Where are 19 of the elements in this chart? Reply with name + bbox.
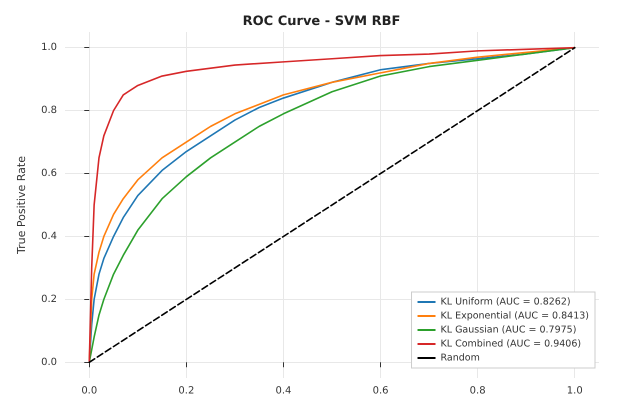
y-axis-title: True Positive Rate — [15, 156, 28, 255]
y-tick-label: 0.6 — [41, 168, 57, 180]
legend-label: Random — [440, 352, 480, 364]
x-tick-label: 0.0 — [81, 386, 98, 396]
y-tick-label: 0.8 — [41, 105, 57, 116]
y-tick-label: 0.2 — [41, 294, 57, 305]
y-tick-label: 0.4 — [41, 230, 57, 242]
x-tick-label: 0.4 — [276, 386, 292, 396]
legend-label: KL Combined (AUC = 0.9406) — [440, 338, 582, 350]
x-tick-label: 1.0 — [566, 386, 583, 396]
chart-title: ROC Curve - SVM RBF — [242, 14, 400, 29]
y-tick-label: 1.0 — [41, 42, 57, 54]
legend-label: KL Gaussian (AUC = 0.7975) — [440, 324, 576, 336]
legend-label: KL Uniform (AUC = 0.8262) — [440, 296, 571, 308]
x-tick-label: 0.6 — [372, 386, 388, 396]
y-tick-label: 0.0 — [41, 356, 57, 368]
legend-label: KL Exponential (AUC = 0.8413) — [440, 310, 590, 322]
x-tick-label: 0.2 — [178, 386, 194, 396]
x-tick-label: 0.8 — [470, 386, 486, 396]
